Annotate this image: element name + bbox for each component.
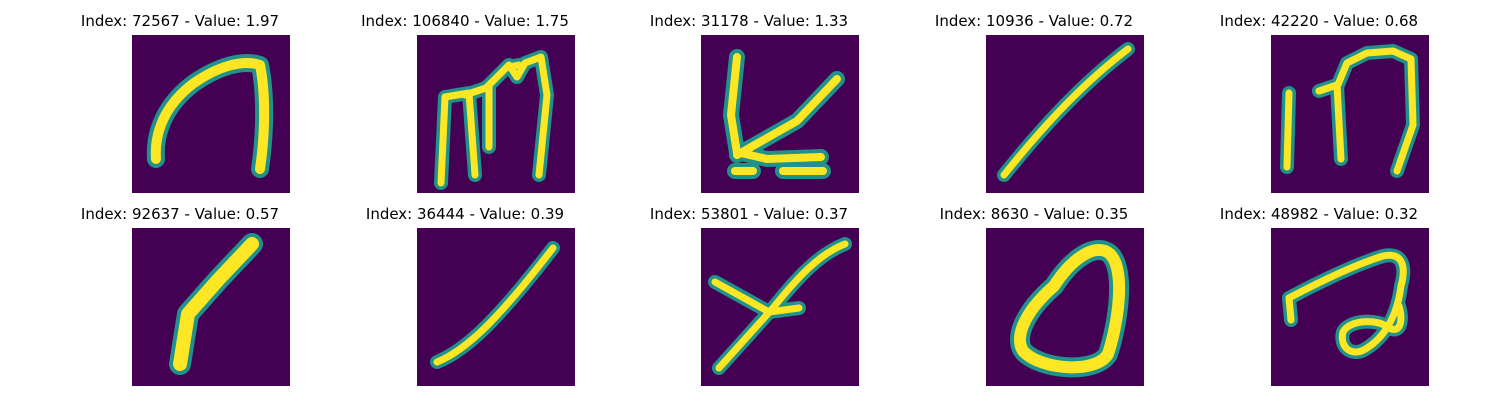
digit-image (986, 228, 1144, 386)
panel-title: Index: 48982 - Value: 0.32 (1219, 205, 1419, 223)
digit-image (1271, 35, 1429, 193)
panel-title: Index: 8630 - Value: 0.35 (939, 205, 1129, 223)
panel: Index: 10936 - Value: 0.72 (884, 0, 1184, 193)
panel: Index: 106840 - Value: 1.75 (315, 0, 615, 193)
digit-image (1271, 228, 1429, 386)
panel: Index: 42220 - Value: 0.68 (1169, 0, 1469, 193)
panel: Index: 36444 - Value: 0.39 (315, 193, 615, 386)
panel-title: Index: 36444 - Value: 0.39 (365, 205, 565, 223)
digit-image (701, 35, 859, 193)
panel-title: Index: 31178 - Value: 1.33 (649, 12, 849, 30)
digit-image (417, 35, 575, 193)
panel-title: Index: 42220 - Value: 0.68 (1219, 12, 1419, 30)
panel-title: Index: 10936 - Value: 0.72 (934, 12, 1134, 30)
panel: Index: 31178 - Value: 1.33 (599, 0, 899, 193)
digit-image (986, 35, 1144, 193)
panel: Index: 72567 - Value: 1.97 (30, 0, 330, 193)
digit-image (132, 228, 290, 386)
panel: Index: 8630 - Value: 0.35 (884, 193, 1184, 386)
panel-title: Index: 106840 - Value: 1.75 (361, 12, 569, 30)
panel: Index: 53801 - Value: 0.37 (599, 193, 899, 386)
panel-title: Index: 53801 - Value: 0.37 (649, 205, 849, 223)
digit-image (132, 35, 290, 193)
panel: Index: 48982 - Value: 0.32 (1169, 193, 1469, 386)
digit-image (701, 228, 859, 386)
panel-title: Index: 92637 - Value: 0.57 (80, 205, 280, 223)
digit-image (417, 228, 575, 386)
panel: Index: 92637 - Value: 0.57 (30, 193, 330, 386)
panel-title: Index: 72567 - Value: 1.97 (80, 12, 280, 30)
